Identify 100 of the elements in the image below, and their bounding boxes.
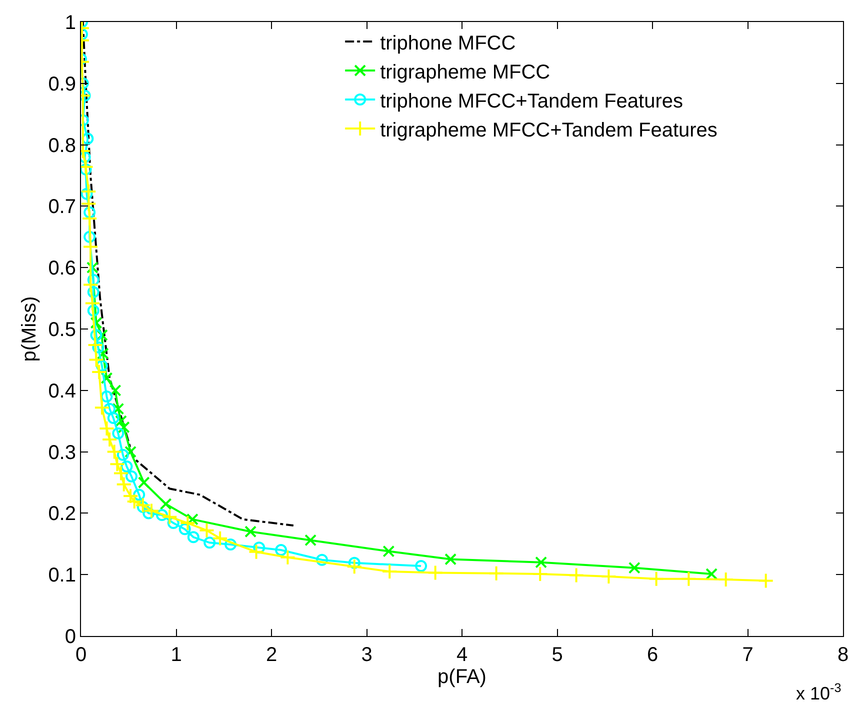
y-tick-label: 1 bbox=[64, 12, 76, 34]
y-tick-label: 0.9 bbox=[48, 73, 76, 96]
x-tick-label: 7 bbox=[742, 644, 754, 666]
point bbox=[112, 402, 124, 415]
y-tick-label: 0.8 bbox=[48, 134, 76, 157]
point bbox=[532, 566, 548, 582]
x-tick-label: 2 bbox=[266, 644, 278, 666]
legend-label: triphone MFCC bbox=[380, 32, 516, 54]
point bbox=[275, 544, 288, 556]
point bbox=[628, 562, 640, 574]
point bbox=[160, 498, 172, 510]
point bbox=[109, 384, 122, 396]
point bbox=[87, 336, 104, 353]
point bbox=[96, 360, 108, 372]
point bbox=[346, 558, 362, 575]
point bbox=[81, 183, 97, 200]
point bbox=[91, 364, 108, 380]
point bbox=[253, 542, 266, 554]
point bbox=[568, 567, 584, 584]
point bbox=[81, 188, 93, 200]
point bbox=[706, 568, 718, 580]
point bbox=[348, 556, 360, 569]
point bbox=[100, 390, 113, 403]
y-tick-label: 0.6 bbox=[48, 258, 76, 280]
point bbox=[180, 515, 196, 532]
point bbox=[81, 163, 92, 176]
x-tick-label: 4 bbox=[456, 644, 468, 666]
point bbox=[98, 420, 115, 436]
x-axis-title: p(FA) bbox=[438, 666, 486, 688]
point bbox=[82, 276, 99, 293]
point bbox=[106, 444, 122, 460]
point bbox=[84, 230, 96, 243]
point bbox=[718, 572, 734, 588]
point bbox=[116, 448, 129, 461]
point bbox=[100, 372, 113, 384]
point bbox=[244, 526, 257, 538]
point bbox=[248, 544, 264, 560]
point bbox=[90, 329, 102, 342]
y-tick-label: 0.5 bbox=[48, 319, 76, 341]
point bbox=[535, 556, 548, 568]
y-tick-label: 0.3 bbox=[48, 442, 76, 464]
x-tick-label: 3 bbox=[361, 644, 372, 666]
point bbox=[138, 476, 150, 488]
x-tick-label: 1 bbox=[170, 644, 182, 666]
point bbox=[112, 427, 124, 440]
point bbox=[82, 132, 94, 145]
point bbox=[600, 568, 617, 584]
point bbox=[104, 402, 116, 415]
y-tick-label: 0 bbox=[64, 626, 76, 648]
x-tick-label: 8 bbox=[837, 644, 849, 666]
point bbox=[316, 554, 328, 566]
point bbox=[680, 570, 697, 587]
text: x 10$^{-3}$ bbox=[796, 681, 842, 704]
point bbox=[87, 286, 100, 298]
point bbox=[198, 522, 215, 538]
point bbox=[304, 534, 317, 546]
point bbox=[115, 415, 127, 428]
point bbox=[96, 348, 109, 360]
point bbox=[82, 210, 98, 226]
point bbox=[84, 206, 96, 218]
y-tick-label: 0.1 bbox=[48, 564, 76, 587]
point bbox=[444, 553, 457, 566]
point bbox=[186, 513, 198, 526]
point bbox=[415, 560, 428, 572]
point bbox=[125, 470, 138, 482]
point bbox=[86, 262, 98, 274]
point bbox=[87, 304, 100, 317]
point bbox=[81, 196, 97, 212]
point bbox=[133, 488, 146, 501]
point bbox=[162, 508, 178, 525]
point bbox=[382, 545, 395, 558]
point bbox=[648, 570, 664, 587]
y-axis-title: p(Miss) bbox=[18, 296, 41, 362]
point bbox=[118, 421, 130, 434]
point bbox=[116, 476, 132, 492]
point bbox=[87, 274, 100, 286]
point bbox=[142, 507, 155, 520]
y-tick-label: 0.4 bbox=[48, 380, 76, 402]
legend-label: trigrapheme MFCC+Tandem Features bbox=[380, 119, 718, 142]
point bbox=[224, 538, 237, 551]
point bbox=[427, 564, 444, 581]
point bbox=[96, 329, 108, 342]
point bbox=[88, 352, 104, 368]
y-tick-label: 0.7 bbox=[48, 196, 76, 218]
point bbox=[84, 295, 100, 312]
point bbox=[167, 517, 180, 530]
point bbox=[758, 572, 774, 589]
point bbox=[204, 536, 216, 549]
point bbox=[280, 549, 296, 566]
legend-label: triphone MFCC+Tandem Features bbox=[380, 90, 683, 112]
point bbox=[92, 341, 104, 354]
point bbox=[178, 523, 191, 536]
point bbox=[488, 565, 504, 582]
point bbox=[187, 531, 200, 544]
point bbox=[120, 460, 133, 473]
point bbox=[212, 530, 228, 546]
point bbox=[90, 316, 102, 329]
point bbox=[82, 238, 99, 255]
point bbox=[107, 412, 120, 424]
x-tick-label: 6 bbox=[646, 644, 658, 666]
